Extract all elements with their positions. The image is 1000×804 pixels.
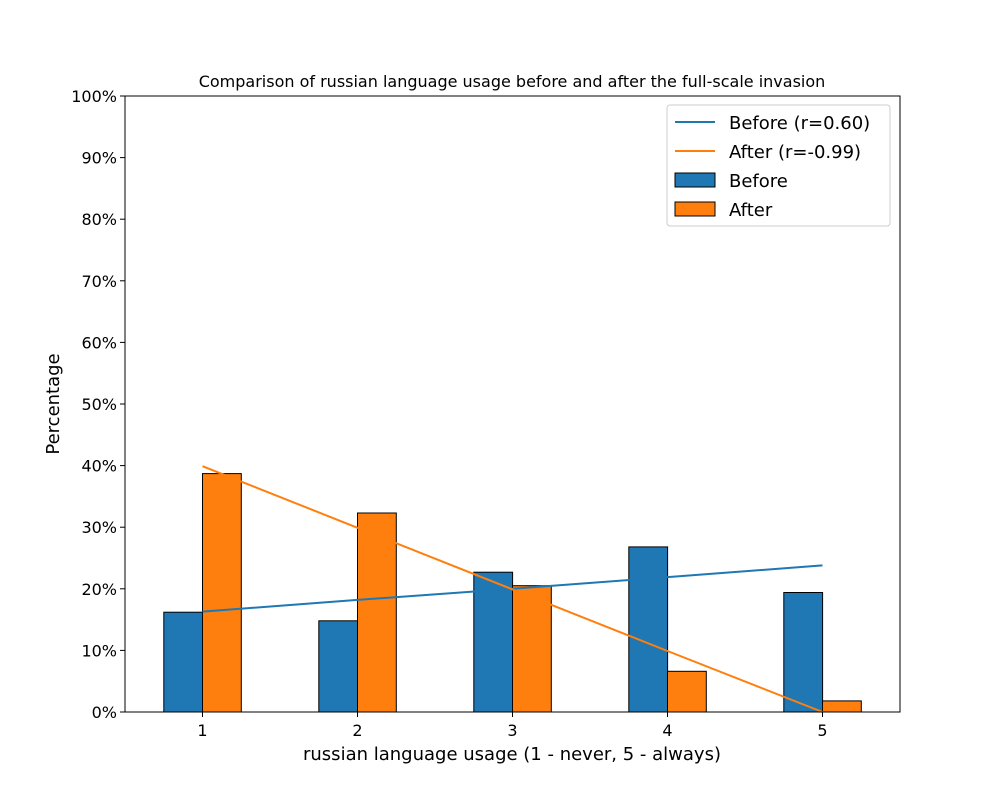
axes: 0% 10% 20% 30% 40% 50% 60% 70% 80% 90% 100% 1 2 3 4 5 (71, 87, 827, 740)
legend-label: After (729, 200, 773, 221)
bar-after-3 (512, 585, 552, 713)
legend-patch-swatch (674, 201, 716, 217)
chart-title: Comparison of russian language usage bef… (199, 72, 826, 91)
y-tick-label: 20% (81, 580, 117, 599)
bar-before-1 (163, 611, 204, 713)
y-tick-label: 50% (81, 395, 117, 414)
bar-after-2 (357, 512, 397, 713)
y-axis-label: Percentage (43, 353, 64, 454)
y-tick-label: 60% (81, 333, 117, 352)
x-tick-label: 5 (817, 721, 827, 740)
y-tick-label: 80% (81, 210, 117, 229)
legend-label: After (r=-0.99) (729, 142, 861, 163)
x-tick-label: 4 (662, 721, 672, 740)
y-tick-label: 40% (81, 457, 117, 476)
x-tick-label: 1 (197, 721, 207, 740)
bar-after-1 (202, 473, 242, 713)
legend-patch-swatch (674, 172, 716, 188)
x-tick-label: 3 (507, 721, 517, 740)
bar-before-5 (783, 592, 824, 713)
bar-before-4 (628, 546, 669, 713)
bar-before-2 (318, 620, 359, 713)
trendline-after (202, 465, 823, 713)
legend-box (666, 104, 891, 227)
y-tick-label: 70% (81, 272, 117, 291)
x-axis-label: russian language usage (1 - never, 5 - a… (303, 744, 721, 765)
y-tick-label: 100% (71, 87, 117, 106)
y-tick-label: 10% (81, 641, 117, 660)
y-tick-label: 30% (81, 518, 117, 537)
bar-before-3 (473, 571, 514, 713)
y-tick-label: 90% (81, 149, 117, 168)
bar-after-5 (822, 700, 862, 713)
legend-label: Before (r=0.60) (729, 113, 870, 134)
legend: Before (r=0.60) After (r=-0.99) Before Afte… (666, 104, 891, 227)
bar-after-4 (667, 670, 707, 713)
plot-area (163, 465, 862, 713)
legend-label: Before (729, 171, 788, 192)
x-tick-label: 2 (352, 721, 362, 740)
y-tick-label: 0% (92, 703, 117, 722)
